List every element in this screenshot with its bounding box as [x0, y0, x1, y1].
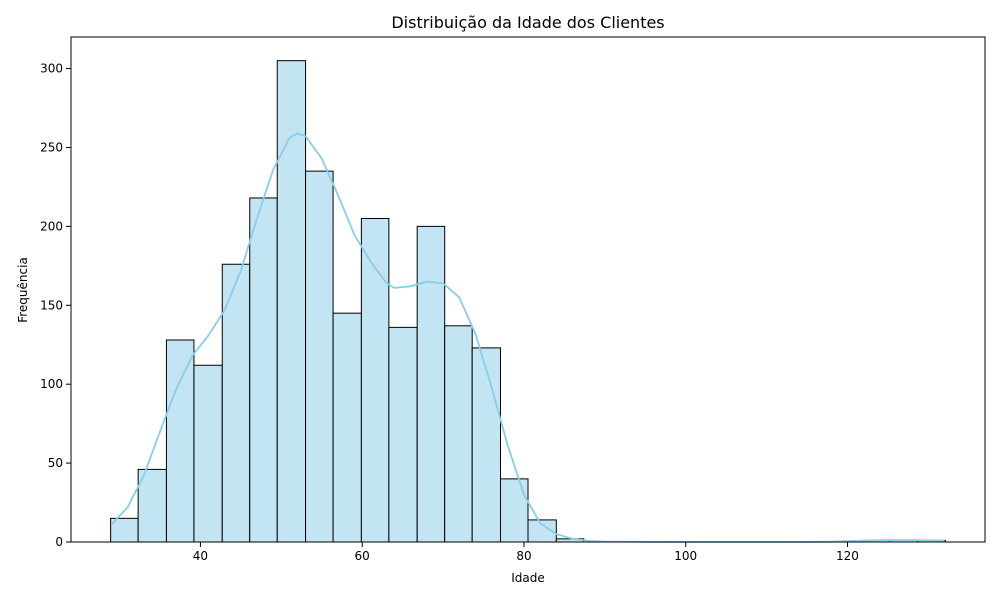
- histogram-bar: [193, 364, 223, 543]
- y-axis-title: Frequência: [16, 257, 30, 323]
- histogram-bar: [249, 197, 278, 543]
- histogram-bar: [276, 60, 307, 543]
- histogram-bar: [471, 347, 501, 543]
- histogram-bar: [332, 312, 362, 543]
- histogram-bar: [221, 263, 251, 543]
- x-axis-ticks: 40 60 80 100 120: [193, 542, 859, 563]
- histogram-bar: [416, 225, 446, 543]
- bars-layer: [110, 60, 946, 543]
- x-tick-label: 100: [674, 549, 697, 563]
- histogram-bar: [360, 217, 390, 543]
- x-tick-label: 40: [193, 549, 208, 563]
- x-tick-label: 60: [355, 549, 370, 563]
- histogram-bar: [165, 339, 195, 543]
- x-tick-label: 80: [516, 549, 531, 563]
- plot-frame: [70, 36, 986, 543]
- y-tick-label: 200: [40, 219, 63, 233]
- x-tick-label: 120: [836, 549, 859, 563]
- y-tick-label: 100: [40, 377, 63, 391]
- histogram-bar: [444, 325, 473, 543]
- y-tick-label: 250: [40, 140, 63, 154]
- histogram-bar: [499, 478, 529, 543]
- y-tick-label: 150: [40, 298, 63, 312]
- histogram-bar: [137, 468, 167, 543]
- histogram-bar: [388, 326, 418, 543]
- y-axis-ticks: 0 50 100 150 200 250 300: [40, 62, 71, 549]
- x-axis-title: Idade: [511, 571, 545, 585]
- chart-title: Distribuição da Idade dos Clientes: [391, 13, 664, 32]
- y-tick-label: 300: [40, 62, 63, 76]
- y-tick-label: 50: [48, 456, 63, 470]
- y-tick-label: 0: [55, 535, 63, 549]
- histogram-bar: [305, 170, 334, 543]
